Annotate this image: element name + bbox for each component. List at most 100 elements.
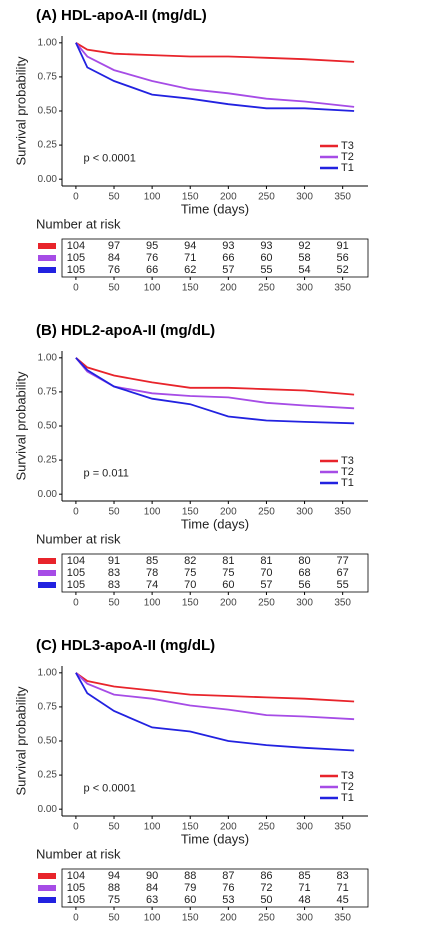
x-tick-label: 0 — [73, 507, 79, 518]
risk-x-tick-label: 0 — [73, 283, 79, 294]
risk-x-tick-label: 350 — [334, 283, 351, 294]
x-axis-label: Time (days) — [181, 516, 249, 531]
risk-count: 105 — [67, 264, 85, 276]
risk-count: 94 — [108, 870, 120, 882]
survival-curve — [75, 357, 355, 396]
risk-count: 72 — [260, 882, 272, 894]
risk-count: 97 — [108, 240, 120, 252]
risk-count: 74 — [146, 579, 158, 591]
risk-row-swatch — [38, 243, 56, 249]
x-tick-label: 350 — [334, 822, 351, 833]
risk-count: 104 — [67, 870, 85, 882]
x-tick-label: 250 — [258, 507, 275, 518]
x-tick-label: 200 — [220, 507, 237, 518]
y-tick-label: 0.50 — [38, 106, 58, 117]
x-tick-label: 0 — [73, 822, 79, 833]
p-value: p < 0.0001 — [84, 153, 136, 165]
legend-label: T1 — [341, 792, 354, 804]
risk-count: 105 — [67, 567, 85, 579]
risk-count: 91 — [337, 240, 349, 252]
chart-title: (A) HDL-apoA-II (mg/dL) — [36, 7, 207, 24]
legend-label: T3 — [341, 140, 354, 152]
risk-count: 83 — [337, 870, 349, 882]
risk-x-tick-label: 150 — [182, 598, 199, 609]
risk-x-tick-label: 300 — [296, 913, 313, 924]
risk-count: 56 — [298, 579, 310, 591]
risk-count: 93 — [222, 240, 234, 252]
y-tick-label: 0.25 — [38, 140, 58, 151]
x-tick-label: 200 — [220, 822, 237, 833]
x-tick-label: 350 — [334, 192, 351, 203]
risk-count: 81 — [222, 555, 234, 567]
risk-count: 88 — [108, 882, 120, 894]
risk-count: 105 — [67, 252, 85, 264]
risk-row-swatch — [38, 558, 56, 564]
y-tick-label: 0.00 — [38, 804, 58, 815]
risk-count: 78 — [146, 567, 158, 579]
risk-x-tick-label: 250 — [258, 283, 275, 294]
x-tick-label: 150 — [182, 192, 199, 203]
y-tick-label: 0.75 — [38, 72, 58, 83]
y-tick-label: 1.00 — [38, 352, 58, 363]
risk-count: 50 — [260, 894, 272, 906]
risk-x-tick-label: 100 — [144, 283, 161, 294]
risk-count: 81 — [260, 555, 272, 567]
risk-table-box — [61, 553, 369, 593]
legend-label: T3 — [341, 455, 354, 467]
risk-count: 86 — [260, 870, 272, 882]
chart-title: (C) HDL3-apoA-II (mg/dL) — [36, 637, 215, 654]
risk-count: 75 — [108, 894, 120, 906]
x-axis-label: Time (days) — [181, 201, 249, 216]
risk-count: 76 — [108, 264, 120, 276]
risk-count: 57 — [260, 579, 272, 591]
x-tick-label: 50 — [108, 192, 120, 203]
x-tick-label: 0 — [73, 192, 79, 203]
risk-count: 71 — [337, 882, 349, 894]
survival-curve — [75, 672, 355, 721]
risk-count: 56 — [337, 252, 349, 264]
risk-count: 70 — [184, 579, 196, 591]
y-tick-label: 0.25 — [38, 770, 58, 781]
risk-row-swatch — [38, 582, 56, 588]
survival-curve — [75, 672, 355, 703]
risk-count: 60 — [184, 894, 196, 906]
risk-x-tick-label: 50 — [108, 283, 120, 294]
survival-curve — [75, 357, 355, 425]
risk-x-tick-label: 350 — [334, 598, 351, 609]
risk-row-swatch — [38, 873, 56, 879]
x-tick-label: 250 — [258, 192, 275, 203]
risk-count: 48 — [298, 894, 310, 906]
risk-count: 66 — [146, 264, 158, 276]
x-tick-label: 50 — [108, 507, 120, 518]
chart-title: (B) HDL2-apoA-II (mg/dL) — [36, 322, 215, 339]
risk-count: 104 — [67, 240, 85, 252]
risk-count: 63 — [146, 894, 158, 906]
survival-curve — [75, 42, 355, 108]
x-tick-label: 100 — [144, 192, 161, 203]
y-tick-label: 0.00 — [38, 174, 58, 185]
risk-count: 88 — [184, 870, 196, 882]
y-tick-label: 0.00 — [38, 489, 58, 500]
risk-count: 45 — [337, 894, 349, 906]
y-tick-label: 1.00 — [38, 667, 58, 678]
risk-x-tick-label: 0 — [73, 913, 79, 924]
risk-count: 84 — [146, 882, 158, 894]
risk-x-tick-label: 0 — [73, 598, 79, 609]
risk-count: 77 — [337, 555, 349, 567]
risk-count: 105 — [67, 882, 85, 894]
risk-x-tick-label: 200 — [220, 283, 237, 294]
y-tick-label: 0.50 — [38, 736, 58, 747]
risk-table-title: Number at risk — [36, 216, 121, 231]
risk-count: 57 — [222, 264, 234, 276]
x-tick-label: 100 — [144, 822, 161, 833]
risk-count: 60 — [260, 252, 272, 264]
risk-count: 83 — [108, 567, 120, 579]
legend-label: T1 — [341, 477, 354, 489]
risk-count: 92 — [298, 240, 310, 252]
y-tick-label: 0.75 — [38, 702, 58, 713]
x-tick-label: 300 — [296, 192, 313, 203]
risk-count: 70 — [260, 567, 272, 579]
risk-x-tick-label: 200 — [220, 913, 237, 924]
risk-table-title: Number at risk — [36, 846, 121, 861]
